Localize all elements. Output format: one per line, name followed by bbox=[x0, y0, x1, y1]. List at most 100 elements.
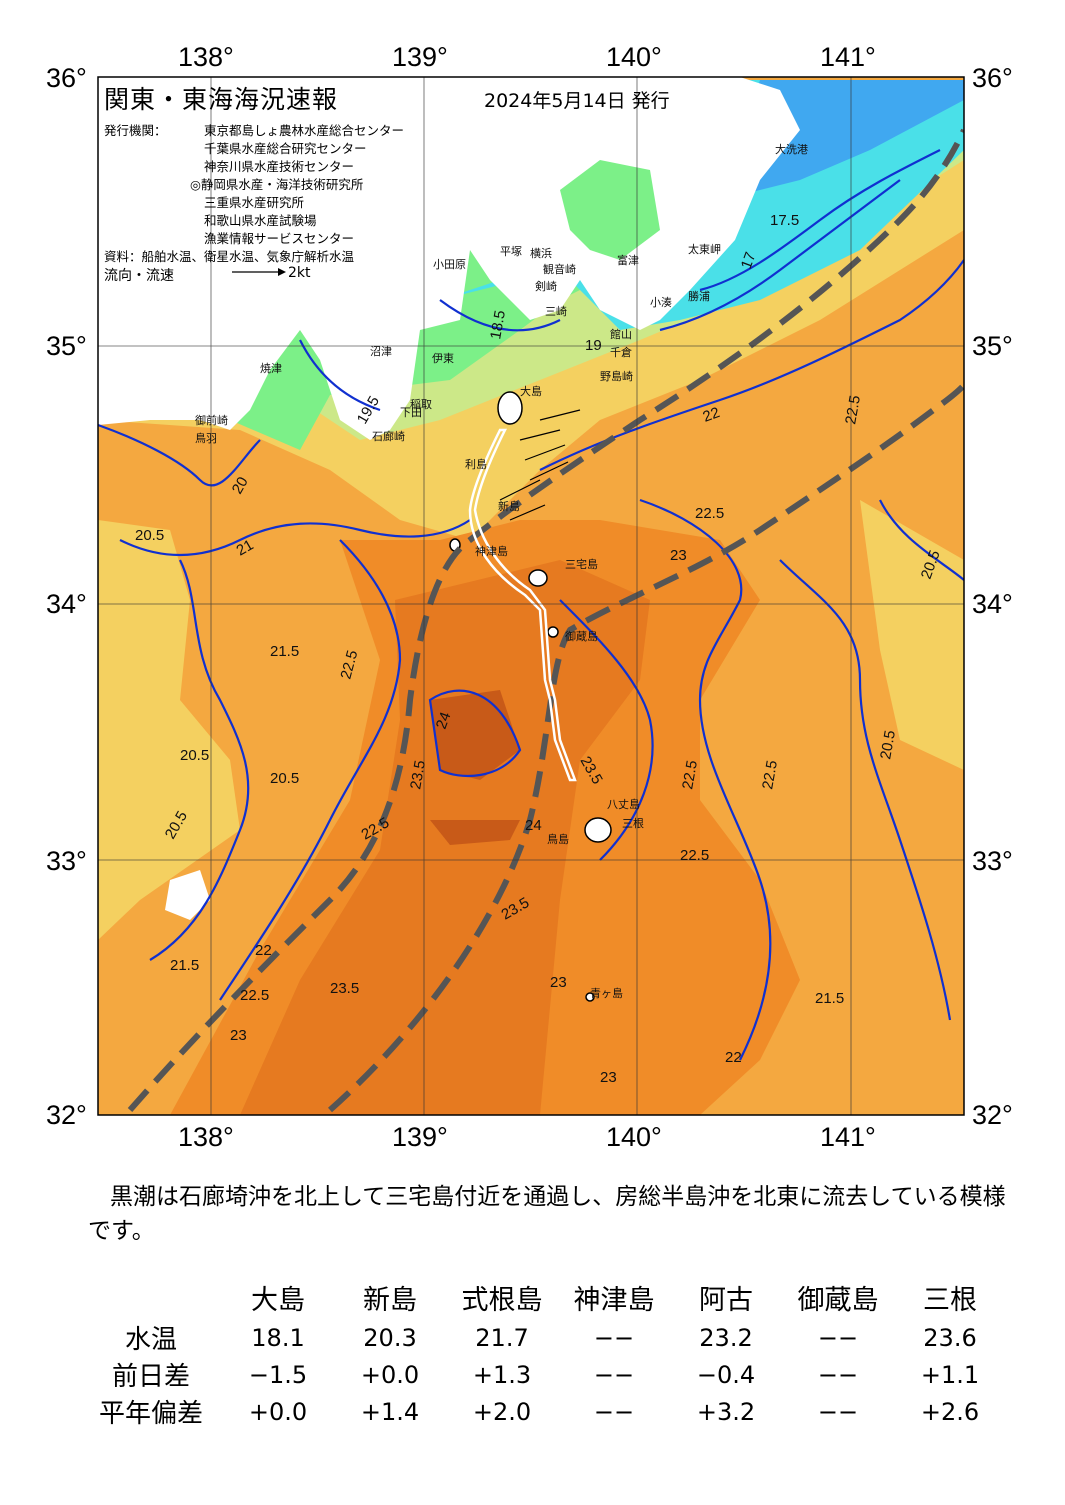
place-name: 稲取 bbox=[410, 398, 432, 411]
table-cell: 21.7 bbox=[475, 1323, 529, 1352]
isotherm-label: 20.5 bbox=[270, 770, 299, 787]
data-source: 資料：船舶水温、衛星水温、気象庁解析水温 bbox=[104, 249, 355, 264]
isotherm-label: 21.5 bbox=[815, 990, 844, 1007]
place-name: 横浜 bbox=[530, 246, 552, 260]
table-cell: +2.6 bbox=[920, 1397, 980, 1426]
kuroshio-comment: 黒潮は石廊埼沖を北上して三宅島付近を通過し、房総半島沖を北東に流去している模様で… bbox=[88, 1184, 1006, 1244]
row-label: 平年偏差 bbox=[98, 1399, 203, 1429]
kuroshio-axis bbox=[127, 128, 964, 1113]
place-name: 小田原 bbox=[433, 258, 466, 271]
island-miyake bbox=[528, 569, 548, 587]
island-hachijo bbox=[584, 817, 612, 843]
isotherm-label: 22.5 bbox=[680, 847, 709, 864]
ship-track bbox=[468, 428, 577, 782]
table-cell: +1.1 bbox=[920, 1360, 980, 1389]
isotherm-label-group: 17.5 17 18.5 19 19.5 20 20.5 21 21.5 22.… bbox=[135, 212, 944, 1086]
table-cell: −1.5 bbox=[248, 1360, 308, 1389]
table-cell: −− bbox=[593, 1397, 635, 1426]
lat-label-right: 33° bbox=[972, 846, 1013, 876]
ocean-21-east bbox=[860, 500, 964, 770]
place-name: 鳥島 bbox=[547, 832, 569, 846]
flow-legend-label: 流向・流速 bbox=[104, 268, 174, 284]
issuer-item: 千葉県水産総合研究センター bbox=[204, 141, 367, 156]
table-row: 水温 18.1 20.3 21.7 −− 23.2 −− 23.6 bbox=[80, 1319, 1006, 1356]
place-name-group: 大洗港 太東岬 勝浦 小湊 富津 平塚 横浜 観音崎 剣崎 三崎 館山 千倉 野… bbox=[195, 142, 808, 1000]
lon-label-bottom: 141° bbox=[820, 1122, 876, 1152]
place-name: 観音崎 bbox=[543, 262, 576, 276]
report-title: 関東・東海海況速報 bbox=[104, 85, 339, 114]
ocean-24-patch-2 bbox=[430, 820, 520, 845]
place-name: 石廊崎 bbox=[372, 429, 405, 443]
isotherm-lines bbox=[98, 149, 964, 1061]
place-name: 野島崎 bbox=[600, 369, 633, 383]
place-name: 焼津 bbox=[260, 362, 282, 375]
place-name: 三崎 bbox=[545, 304, 567, 318]
table-cell: 23.2 bbox=[699, 1323, 753, 1352]
place-name: 千倉 bbox=[610, 345, 632, 359]
table-cell: −− bbox=[817, 1397, 859, 1426]
coordinate-labels: 138° 139° 140° 141° 138° 139° 140° 141° … bbox=[46, 42, 1013, 1152]
place-name: 八丈島 bbox=[607, 797, 640, 811]
isotherm-label: 23 bbox=[600, 1069, 617, 1086]
issuer-item: 神奈川県水産技術センター bbox=[204, 159, 355, 174]
table-cell: −0.4 bbox=[696, 1360, 756, 1389]
lat-label-left: 33° bbox=[46, 846, 87, 876]
isotherm-label: 22 bbox=[725, 1049, 742, 1066]
isotherm-label: 21.5 bbox=[170, 957, 199, 974]
place-name: 小湊 bbox=[650, 295, 672, 309]
column-header: 式根島 bbox=[461, 1284, 543, 1316]
column-header: 三根 bbox=[923, 1284, 977, 1316]
lat-lon-grid bbox=[98, 77, 964, 1115]
column-header: 神津島 bbox=[573, 1284, 655, 1316]
island-mikura bbox=[547, 626, 559, 638]
lon-label-top: 141° bbox=[820, 42, 876, 72]
row-label: 前日差 bbox=[111, 1362, 190, 1392]
island-west bbox=[165, 870, 210, 920]
isotherm-label: 17 bbox=[738, 250, 760, 271]
issue-date: 2024年5月14日 発行 bbox=[484, 90, 670, 112]
place-name: 青ヶ島 bbox=[590, 986, 623, 1000]
bay-tokyo bbox=[560, 160, 660, 260]
isotherm-label: 23 bbox=[550, 974, 567, 991]
isotherm-label: 23 bbox=[670, 547, 687, 564]
isotherm-label: 19 bbox=[585, 337, 602, 354]
lat-label-left: 36° bbox=[46, 63, 87, 93]
place-name: 剣崎 bbox=[535, 279, 557, 293]
issuer-item: 三重県水産研究所 bbox=[204, 195, 305, 210]
isotherm-label: 22.5 bbox=[759, 759, 781, 791]
issuer-item: ◎静岡県水産・海洋技術研究所 bbox=[190, 177, 364, 192]
island-oshima bbox=[497, 391, 523, 425]
isotherm-label: 18.5 bbox=[487, 309, 509, 341]
table-cell: −− bbox=[817, 1360, 859, 1389]
isotherm-label: 22 bbox=[701, 404, 722, 426]
lon-label-top: 138° bbox=[178, 42, 234, 72]
table-cell: −− bbox=[593, 1323, 635, 1352]
place-name: 沼津 bbox=[370, 344, 392, 358]
lat-label-right: 35° bbox=[972, 331, 1013, 361]
isotherm-label: 24 bbox=[433, 710, 455, 731]
table-header-row: 大島 新島 式根島 神津島 阿古 御蔵島 三根 bbox=[80, 1275, 1006, 1319]
isotherm-label: 22 bbox=[255, 942, 272, 959]
table-cell: −− bbox=[817, 1323, 859, 1352]
column-header: 阿古 bbox=[699, 1284, 753, 1316]
place-name: 御前崎 bbox=[195, 413, 228, 427]
place-name: 三宅島 bbox=[565, 557, 598, 571]
flow-legend-speed: 2kt bbox=[288, 265, 311, 281]
isotherm-label: 22.5 bbox=[679, 759, 701, 791]
lat-label-right: 36° bbox=[972, 63, 1013, 93]
column-header: 新島 bbox=[363, 1284, 417, 1316]
table-cell: +3.2 bbox=[696, 1397, 756, 1426]
lon-label-top: 140° bbox=[606, 42, 662, 72]
isotherm-label: 17.5 bbox=[770, 212, 799, 229]
isotherm-label: 22.5 bbox=[240, 987, 269, 1004]
table-cell: 18.1 bbox=[251, 1323, 305, 1352]
table-cell: +2.0 bbox=[472, 1397, 532, 1426]
island-aogashima bbox=[585, 992, 595, 1002]
isotherm-label: 23.5 bbox=[407, 759, 429, 791]
island-temperature-table: 大島 新島 式根島 神津島 阿古 御蔵島 三根 水温 18.1 20.3 21.… bbox=[80, 1275, 1006, 1430]
column-header: 大島 bbox=[251, 1284, 305, 1316]
isotherm-label: 20.5 bbox=[180, 747, 209, 764]
lon-label-bottom: 139° bbox=[392, 1122, 448, 1152]
table-cell: +0.0 bbox=[360, 1360, 420, 1389]
isotherm-label: 24 bbox=[525, 817, 542, 834]
